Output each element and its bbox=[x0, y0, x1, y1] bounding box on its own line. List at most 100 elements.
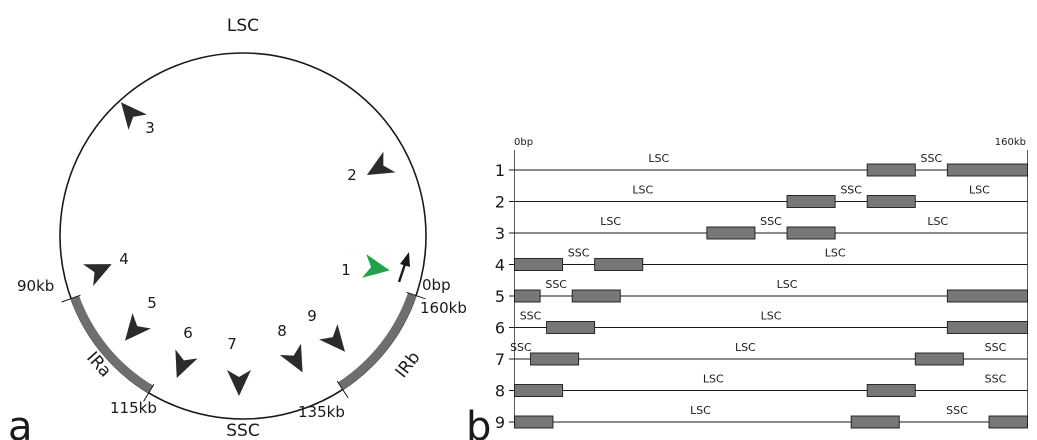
row-7-number: 7 bbox=[495, 350, 505, 369]
row-1: 1 LSC SSC bbox=[495, 152, 1028, 180]
row-4-ir-block-1 bbox=[514, 258, 564, 271]
row-8-ir-block-2 bbox=[866, 384, 916, 397]
row-9: 9 LSC SSC bbox=[495, 404, 1028, 432]
row-4-region-label-1: SSC bbox=[568, 247, 590, 260]
pos-160kb-label: 160kb bbox=[420, 299, 467, 317]
panel-a-letter: a bbox=[8, 404, 33, 440]
irb-arc bbox=[338, 292, 417, 390]
row-1-number: 1 bbox=[495, 161, 505, 180]
row-3-number: 3 bbox=[495, 224, 505, 243]
row-2-ir-block-1 bbox=[786, 195, 836, 208]
arrowhead-4 bbox=[83, 264, 112, 286]
row-5-number: 5 bbox=[495, 287, 505, 306]
row-5-ir-block-3 bbox=[946, 289, 1028, 303]
row-1-region-label-1: LSC bbox=[648, 152, 669, 165]
scale-end-label: 160kb bbox=[995, 137, 1026, 148]
arrowhead-2 bbox=[366, 151, 396, 175]
pos-115kb-label: 115kb bbox=[110, 399, 157, 417]
row-9-region-label-2: SSC bbox=[946, 404, 968, 417]
arrowhead-1 bbox=[362, 254, 390, 278]
arrowhead-4-label: 4 bbox=[119, 250, 129, 268]
row-2-region-label-1: LSC bbox=[632, 184, 653, 197]
panel-b-letter: b bbox=[466, 404, 491, 440]
row-6-region-label-2: LSC bbox=[761, 310, 782, 323]
arrowhead-5-label: 5 bbox=[147, 294, 157, 312]
row-3-ir-block-1 bbox=[706, 226, 756, 240]
row-6-ir-block-1 bbox=[546, 321, 596, 334]
row-7-ir-block-2 bbox=[914, 352, 964, 366]
arrowhead-8-label: 8 bbox=[277, 322, 287, 340]
arrowhead-2-label: 2 bbox=[347, 166, 357, 184]
row-5-region-label-2: LSC bbox=[777, 278, 798, 291]
row-2-region-label-2: SSC bbox=[840, 184, 862, 197]
row-6-region-label-1: SSC bbox=[520, 310, 542, 323]
row-7: 7 SSC LSC SSC bbox=[495, 341, 1028, 369]
row-5-ir-block-2 bbox=[571, 289, 621, 303]
row-3-region-label-1: LSC bbox=[600, 215, 621, 228]
arrowhead-3 bbox=[121, 102, 147, 130]
arrowhead-3-label: 3 bbox=[145, 119, 155, 137]
pos-135kb-label: 135kb bbox=[298, 403, 345, 421]
arrowhead-5 bbox=[125, 313, 151, 341]
row-6-ir-block-2 bbox=[946, 321, 1028, 334]
row-5-ir-block-1 bbox=[514, 289, 541, 303]
row-2: 2 LSC SSC LSC bbox=[495, 184, 1028, 212]
tick-115kb bbox=[143, 384, 155, 402]
genome-circle bbox=[59, 52, 427, 420]
row-9-region-label-1: LSC bbox=[690, 404, 711, 417]
row-4-region-label-2: LSC bbox=[825, 247, 846, 260]
origin-arrow bbox=[397, 252, 410, 283]
row-2-ir-block-2 bbox=[866, 195, 916, 208]
row-6-number: 6 bbox=[495, 319, 505, 338]
pos-0bp-label: 0bp bbox=[422, 276, 451, 294]
row-3-region-label-3: LSC bbox=[927, 215, 948, 228]
row-1-ir-block-1 bbox=[866, 163, 916, 177]
arrowhead-6-label: 6 bbox=[183, 324, 193, 342]
row-4-number: 4 bbox=[495, 256, 505, 275]
row-3: 3 LSC SSC LSC bbox=[495, 215, 1028, 243]
ira-arc bbox=[70, 295, 154, 394]
tick-135kb bbox=[336, 380, 349, 399]
row-7-region-label-1: SSC bbox=[510, 341, 532, 354]
pos-90kb-label: 90kb bbox=[17, 277, 54, 295]
scale-start-label: 0bp bbox=[514, 137, 533, 148]
row-2-region-label-3: LSC bbox=[969, 184, 990, 197]
row-5-region-label-1: SSC bbox=[545, 278, 567, 291]
arrowhead-9 bbox=[319, 324, 345, 352]
row-4-ir-block-2 bbox=[594, 258, 644, 271]
ssc-label: SSC bbox=[226, 421, 259, 440]
row-4: 4 SSC LSC bbox=[495, 247, 1028, 275]
irb-label: IRb bbox=[392, 348, 425, 382]
row-1-region-label-2: SSC bbox=[920, 152, 942, 165]
row-7-region-label-3: SSC bbox=[985, 341, 1007, 354]
arrowhead-9-label: 9 bbox=[307, 307, 317, 325]
row-8-region-label-1: LSC bbox=[703, 373, 724, 386]
row-9-ir-block-3 bbox=[988, 415, 1028, 429]
lsc-label: LSC bbox=[227, 16, 259, 36]
row-3-region-label-2: SSC bbox=[760, 215, 782, 228]
arrowhead-1-label: 1 bbox=[341, 261, 351, 279]
row-7-region-label-2: LSC bbox=[735, 341, 756, 354]
row-8-ir-block-1 bbox=[514, 384, 564, 397]
row-9-ir-block-1 bbox=[514, 415, 554, 429]
tick-0bp bbox=[406, 291, 426, 300]
tick-90kb bbox=[61, 294, 81, 303]
arrowhead-8 bbox=[279, 343, 303, 373]
row-6: 6 SSC LSC bbox=[495, 310, 1028, 338]
arrowhead-6 bbox=[175, 349, 198, 378]
row-1-ir-block-2 bbox=[946, 163, 1028, 177]
row-8-region-label-2: SSC bbox=[985, 373, 1007, 386]
arrowhead-7-label: 7 bbox=[227, 335, 237, 353]
arrowhead-7 bbox=[227, 370, 251, 396]
row-9-number: 9 bbox=[495, 413, 505, 432]
row-8: 8 LSC SSC bbox=[495, 373, 1028, 401]
panel-b: 0bp 160kb 1 LSC SSC 2 LSC SSC LSC 3 LSC SSC LSC 4 SS… bbox=[466, 137, 1028, 440]
row-2-number: 2 bbox=[495, 193, 505, 212]
row-7-ir-block-1 bbox=[530, 352, 580, 366]
row-9-ir-block-2 bbox=[850, 415, 900, 429]
row-8-number: 8 bbox=[495, 382, 505, 401]
row-3-ir-block-2 bbox=[786, 226, 836, 240]
row-5: 5 SSC LSC bbox=[495, 278, 1028, 306]
